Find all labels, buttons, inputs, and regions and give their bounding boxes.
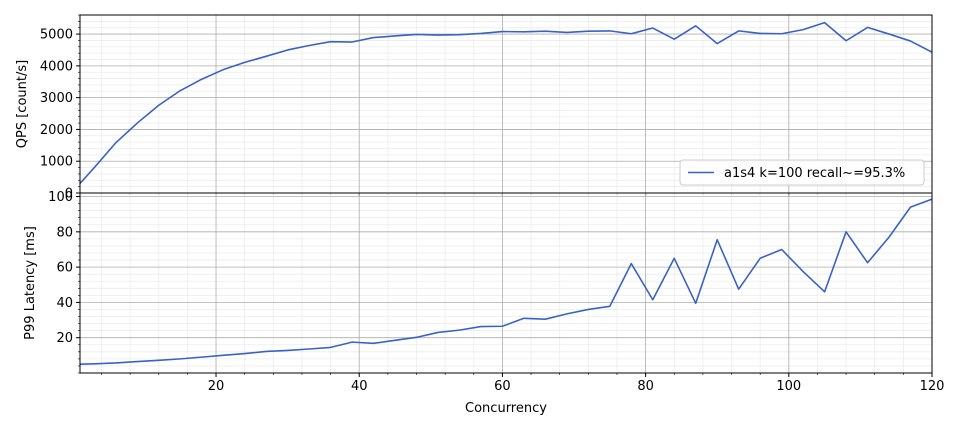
legend-label: a1s4 k=100 recall~=95.3% [724,166,905,181]
y-tick-label: 5000 [40,28,73,43]
x-tick-label: 40 [351,379,368,394]
qps-panel: 0 1000 2000 3000 4000 5000 QPS [count/s] a1s4 k… [15,14,933,202]
x-tick-label: 120 [920,379,945,394]
series-line [80,21,932,184]
y-tick-label: 1000 [40,155,73,170]
y-tick-label: 4000 [40,59,73,74]
x-tick-label: 100 [776,379,801,394]
latency-panel: 20 40 60 80 100 20 40 60 80 100 120 P99 Latency [ms… [23,190,944,416]
y-axis-label: QPS [count/s] [15,60,30,148]
x-tick-label: 60 [494,379,511,394]
y-tick-label: 40 [56,296,73,311]
y-axis-label: P99 Latency [ms] [23,226,38,340]
y-tick-label: 2000 [40,123,73,138]
axes-frame [79,192,933,374]
legend: a1s4 k=100 recall~=95.3% [679,159,925,186]
x-axis-label: Concurrency [465,401,547,416]
y-tick-label: 20 [56,331,73,346]
grid [80,193,932,373]
y-tick-label: 100 [48,190,73,205]
y-tick-label: 80 [56,225,73,240]
series-line [80,198,932,365]
y-tick-label: 60 [56,261,73,276]
x-tick-label: 20 [208,379,225,394]
x-tick-label: 80 [637,379,654,394]
legend-box [679,159,925,186]
y-tick-label: 0 [65,187,73,202]
y-tick-label: 3000 [40,91,73,106]
